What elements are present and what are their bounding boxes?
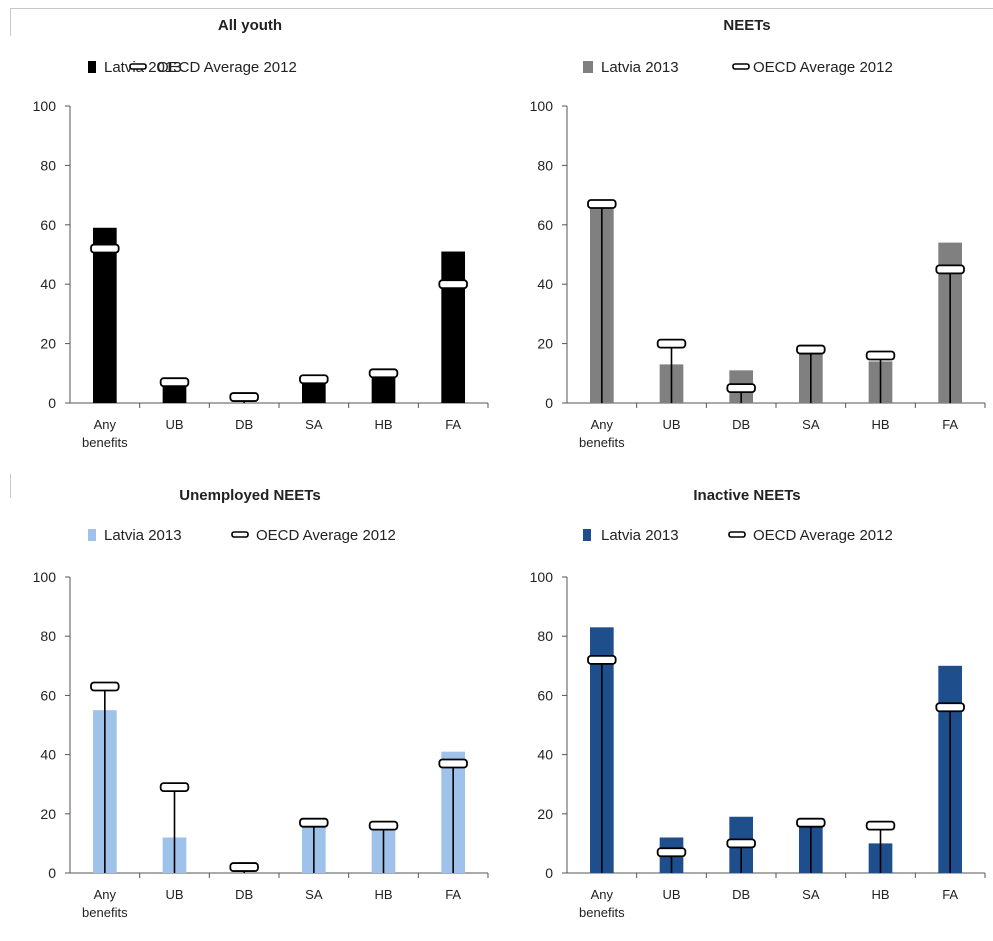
oecd-marker-ub bbox=[656, 847, 687, 858]
legend-label-latvia: Latvia 2013 bbox=[601, 59, 679, 76]
legend-label-latvia: Latvia 2013 bbox=[104, 527, 182, 544]
oecd-marker-sa bbox=[796, 817, 826, 828]
oecd-marker-db bbox=[229, 862, 259, 872]
y-tick-label: 20 bbox=[40, 336, 56, 352]
oecd-marker-hb bbox=[865, 350, 896, 361]
legend-swatch-latvia bbox=[583, 529, 591, 541]
oecd-marker-ub bbox=[656, 338, 687, 349]
y-tick-label: 40 bbox=[537, 747, 553, 763]
y-tick-label: 80 bbox=[40, 157, 56, 173]
legend-label-latvia: Latvia 2013 bbox=[601, 527, 679, 544]
x-tick-label: Any benefits bbox=[579, 417, 625, 450]
y-tick-label: 60 bbox=[40, 687, 56, 703]
x-tick-label: HB bbox=[374, 887, 392, 902]
oecd-marker-any-benefits bbox=[90, 243, 120, 254]
y-tick-label: 0 bbox=[48, 395, 56, 411]
chart-panel-2: NEETs Latvia 2013 OECD Average 2012 0 20 40 60… bbox=[530, 17, 986, 450]
chart-title: Inactive NEETs bbox=[693, 487, 800, 504]
y-tick-label: 100 bbox=[530, 569, 554, 585]
x-tick-label: HB bbox=[374, 417, 392, 432]
x-tick-label: FA bbox=[942, 887, 958, 902]
legend-label-oecd: OECD Average 2012 bbox=[753, 59, 893, 76]
y-tick-label: 40 bbox=[40, 276, 56, 292]
legend-label-oecd: OECD Average 2012 bbox=[753, 527, 893, 544]
y-tick-label: 40 bbox=[537, 276, 553, 292]
oecd-marker-fa bbox=[935, 702, 965, 713]
y-tick-label: 100 bbox=[530, 98, 554, 114]
y-tick-label: 60 bbox=[537, 217, 553, 233]
legend-swatch-oecd bbox=[732, 63, 750, 70]
y-tick-label: 60 bbox=[40, 217, 56, 233]
y-tick-label: 0 bbox=[545, 865, 553, 881]
oecd-marker-any-benefits bbox=[587, 199, 617, 209]
x-tick-label: UB bbox=[165, 417, 183, 432]
oecd-marker-hb bbox=[368, 820, 399, 831]
oecd-marker-fa bbox=[935, 264, 965, 275]
oecd-marker-db bbox=[726, 838, 756, 849]
x-tick-label: Any benefits bbox=[82, 417, 128, 450]
x-tick-label: HB bbox=[871, 887, 889, 902]
legend-label-oecd: OECD Average 2012 bbox=[256, 527, 396, 544]
legend-label-oecd: OECD Average 2012 bbox=[157, 59, 297, 76]
legend-swatch-oecd bbox=[728, 531, 746, 538]
chart-panel-3: Unemployed NEETs Latvia 2013 OECD Average … bbox=[33, 487, 489, 920]
panel-divider-top bbox=[10, 8, 993, 9]
y-tick-label: 100 bbox=[33, 98, 57, 114]
legend-swatch-oecd bbox=[231, 531, 249, 538]
oecd-marker-ub bbox=[159, 782, 190, 793]
x-tick-label: SA bbox=[802, 887, 820, 902]
y-tick-label: 100 bbox=[33, 569, 57, 585]
legend-swatch-latvia bbox=[88, 529, 96, 541]
y-tick-label: 80 bbox=[40, 628, 56, 644]
oecd-marker-db bbox=[726, 383, 756, 394]
oecd-marker-fa bbox=[438, 758, 468, 769]
x-tick-label: DB bbox=[235, 887, 253, 902]
x-tick-label: UB bbox=[662, 887, 680, 902]
chart-title: All youth bbox=[218, 17, 282, 34]
y-tick-label: 0 bbox=[545, 395, 553, 411]
oecd-marker-any-benefits bbox=[587, 654, 617, 665]
oecd-marker-sa bbox=[299, 817, 329, 828]
legend-swatch-oecd bbox=[129, 63, 147, 70]
x-tick-label: FA bbox=[445, 887, 461, 902]
chart-title: NEETs bbox=[723, 17, 770, 34]
chart-panel-4: Inactive NEETs Latvia 2013 OECD Average 20… bbox=[530, 487, 986, 920]
oecd-marker-fa bbox=[438, 279, 468, 290]
y-tick-label: 80 bbox=[537, 628, 553, 644]
oecd-marker-db bbox=[229, 392, 259, 402]
y-tick-label: 20 bbox=[40, 806, 56, 822]
x-tick-label: DB bbox=[732, 417, 750, 432]
legend-swatch-latvia bbox=[88, 61, 96, 73]
y-tick-label: 60 bbox=[537, 687, 553, 703]
oecd-marker-ub bbox=[159, 377, 190, 388]
panel-divider-top-left bbox=[10, 8, 11, 36]
x-tick-label: Any benefits bbox=[579, 887, 625, 920]
y-tick-label: 20 bbox=[537, 806, 553, 822]
oecd-marker-hb bbox=[368, 368, 399, 379]
x-tick-label: DB bbox=[235, 417, 253, 432]
x-tick-label: SA bbox=[305, 417, 323, 432]
legend-swatch-latvia bbox=[583, 61, 593, 73]
x-tick-label: FA bbox=[445, 417, 461, 432]
x-tick-label: UB bbox=[662, 417, 680, 432]
panel-divider-mid-left bbox=[10, 474, 11, 498]
oecd-marker-sa bbox=[299, 374, 329, 385]
x-tick-label: HB bbox=[871, 417, 889, 432]
chart-title: Unemployed NEETs bbox=[179, 487, 320, 504]
y-tick-label: 0 bbox=[48, 865, 56, 881]
oecd-marker-sa bbox=[796, 344, 826, 355]
x-tick-label: UB bbox=[165, 887, 183, 902]
x-tick-label: SA bbox=[802, 417, 820, 432]
oecd-marker-hb bbox=[865, 820, 896, 831]
y-tick-label: 20 bbox=[537, 336, 553, 352]
y-tick-label: 40 bbox=[40, 747, 56, 763]
oecd-marker-any-benefits bbox=[90, 681, 120, 692]
x-tick-label: Any benefits bbox=[82, 887, 128, 920]
y-tick-label: 80 bbox=[537, 157, 553, 173]
x-tick-label: DB bbox=[732, 887, 750, 902]
x-tick-label: FA bbox=[942, 417, 958, 432]
x-tick-label: SA bbox=[305, 887, 323, 902]
